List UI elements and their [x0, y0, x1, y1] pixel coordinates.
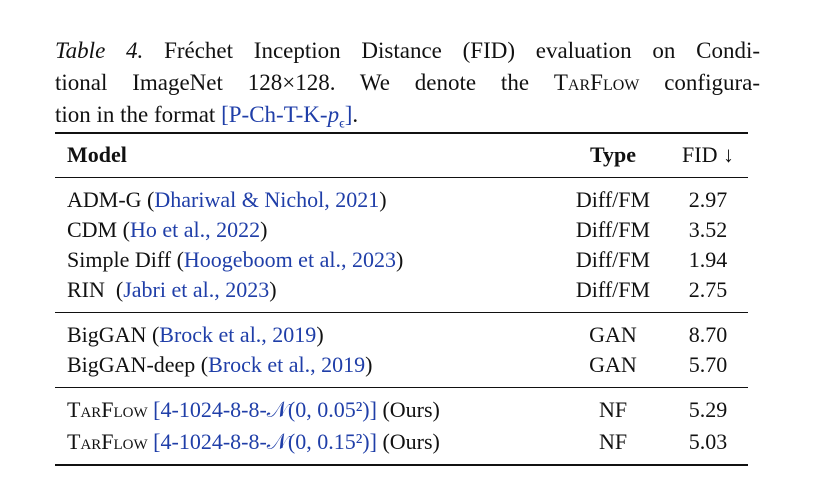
rule: [55, 387, 748, 388]
model-name: CDM (: [67, 217, 130, 242]
model-cell: BigGAN-deep (Brock et al., 2019): [67, 352, 373, 378]
model-name: RIN (: [67, 277, 124, 302]
fid-cell: 3.52: [688, 217, 728, 242]
caption-text: Fréchet Inception Distance (FID) evaluat…: [164, 38, 760, 63]
model-suffix: ): [379, 187, 387, 212]
caption-line: tion in the format [P-Ch-T-K-pϵ].: [55, 99, 760, 141]
model-ref: Brock et al., 2019: [159, 322, 317, 347]
format-text: ]: [344, 102, 353, 127]
model-ref: [4-1024-8-8-𝒩(0, 0.15²)]: [153, 429, 377, 454]
caption-label: Table 4.: [55, 38, 144, 63]
model-ref: Brock et al., 2019: [208, 352, 366, 377]
caption-text: tion in the format: [55, 102, 222, 127]
model-ref: Jabri et al., 2023: [123, 277, 270, 302]
fid-cell: 2.75: [688, 277, 728, 302]
fid-cell: 5.29: [688, 397, 728, 422]
type-cell: GAN: [589, 352, 637, 377]
header-type: Type: [589, 142, 637, 167]
model-cell: ADM-G (Dhariwal & Nichol, 2021): [67, 187, 387, 213]
model-name: TarFlow: [67, 397, 154, 422]
fid-cell: 5.03: [688, 429, 728, 454]
model-name: TarFlow: [67, 429, 154, 454]
model-suffix: (Ours): [376, 397, 440, 422]
type-cell: Diff/FM: [575, 277, 651, 302]
header-fid: FID ↓: [682, 142, 734, 167]
format-sub: ϵ: [339, 116, 345, 132]
type-cell: NF: [598, 397, 628, 422]
fid-cell: 8.70: [688, 322, 728, 347]
model-cell: Simple Diff (Hoogeboom et al., 2023): [67, 247, 403, 273]
top-rule: [55, 132, 748, 134]
caption-method: TarFlow: [553, 70, 640, 95]
model-cell: TarFlow [4-1024-8-8-𝒩(0, 0.15²)] (Ours): [67, 429, 440, 455]
model-suffix: ): [260, 217, 268, 242]
model-ref: [4-1024-8-8-𝒩(0, 0.05²)]: [153, 397, 377, 422]
caption-text: configura-: [639, 70, 760, 95]
rule: [55, 312, 748, 313]
model-suffix: ): [365, 352, 373, 377]
model-cell: RIN (Jabri et al., 2023): [67, 277, 277, 303]
model-suffix: ): [316, 322, 324, 347]
model-ref: Hoogeboom et al., 2023: [183, 247, 396, 272]
model-suffix: ): [269, 277, 277, 302]
fid-cell: 2.97: [688, 187, 728, 212]
model-suffix: ): [395, 247, 404, 272]
type-cell: NF: [598, 429, 628, 454]
model-name: Simple Diff (: [67, 247, 184, 272]
model-name: ADM-G (: [67, 187, 155, 212]
header-model: Model: [67, 142, 127, 167]
fid-cell: 1.94: [688, 247, 728, 272]
type-cell: GAN: [589, 322, 637, 347]
rule: [55, 177, 748, 178]
model-suffix: (Ours): [376, 429, 440, 454]
type-cell: Diff/FM: [575, 187, 651, 212]
model-cell: TarFlow [4-1024-8-8-𝒩(0, 0.05²)] (Ours): [67, 397, 440, 423]
model-name: BigGAN (: [67, 322, 160, 347]
type-cell: Diff/FM: [575, 247, 651, 272]
type-cell: Diff/FM: [575, 217, 651, 242]
model-cell: CDM (Ho et al., 2022): [67, 217, 267, 243]
model-ref: Dhariwal & Nichol, 2021: [154, 187, 380, 212]
format-text: [P-Ch-T-K-: [221, 102, 328, 127]
caption-text: .: [352, 102, 359, 127]
model-cell: BigGAN (Brock et al., 2019): [67, 322, 324, 348]
model-name: BigGAN-deep (: [67, 352, 209, 377]
caption-text: tional ImageNet 128×128. We denote the: [55, 70, 554, 95]
model-ref: Ho et al., 2022: [129, 217, 261, 242]
rule: [55, 464, 748, 466]
fid-cell: 5.70: [688, 352, 728, 377]
caption-format: [P-Ch-T-K-pϵ]: [221, 102, 353, 132]
caption-line: tional ImageNet 128×128. We denote the T…: [55, 67, 760, 99]
format-var: p: [327, 102, 340, 127]
caption-line: Table 4. Fréchet Inception Distance (FID…: [55, 35, 760, 67]
